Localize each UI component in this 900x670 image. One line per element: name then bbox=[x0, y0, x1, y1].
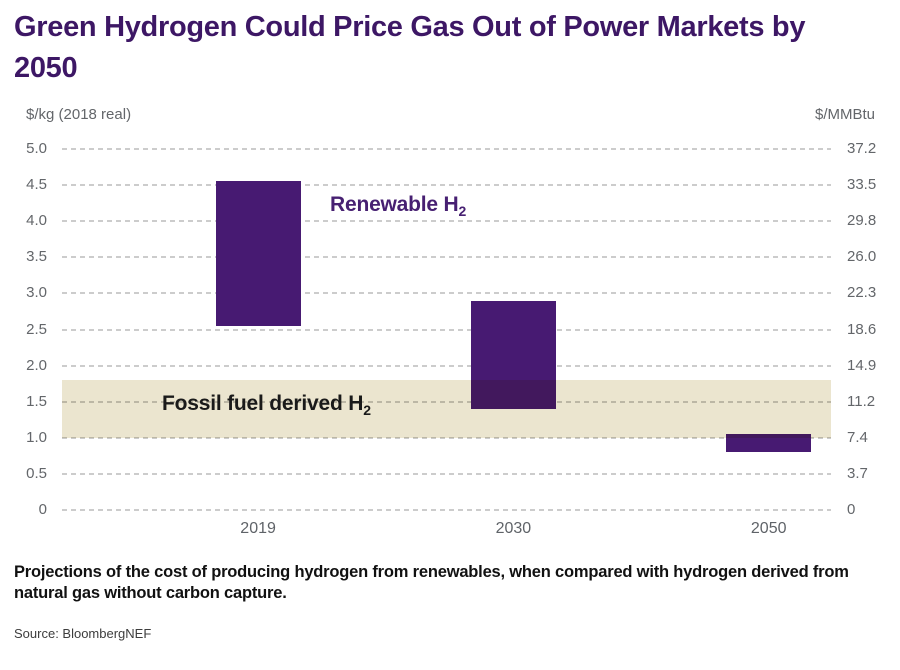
chart-title: Green Hydrogen Could Price Gas Out of Po… bbox=[14, 11, 806, 84]
y-axis-tick-right: 33.5 bbox=[847, 176, 877, 194]
y-axis-tick-left: 5.0 bbox=[26, 140, 47, 157]
annotation-renewable-h2: Renewable H2 bbox=[330, 193, 466, 219]
y-axis-tick-left: 0.5 bbox=[26, 464, 47, 482]
annotation-fossil-text: Fossil fuel derived H bbox=[162, 392, 364, 415]
y-axis-tick-right: 11.2 bbox=[847, 392, 876, 410]
y-axis-tick-left: 2.5 bbox=[26, 320, 47, 338]
left-axis-unit-label: $/kg (2018 real) bbox=[26, 106, 132, 123]
subscript-2: 2 bbox=[458, 203, 467, 220]
y-axis-tick-right: 14.9 bbox=[847, 356, 877, 374]
chart-source: Source: BloombergNEF bbox=[14, 626, 152, 641]
gridline bbox=[62, 328, 831, 331]
y-axis-tick-right: 7.4 bbox=[847, 428, 868, 446]
x-axis-label-2030: 2030 bbox=[495, 520, 532, 537]
gridline bbox=[62, 220, 831, 223]
fossil-fuel-band bbox=[62, 380, 831, 438]
gridline bbox=[62, 292, 831, 295]
y-axis-tick-right: 22.3 bbox=[847, 284, 877, 302]
chart-caption: Projections of the cost of producing hyd… bbox=[14, 563, 849, 602]
y-axis-tick-left: 0 bbox=[38, 501, 47, 518]
y-axis-tick-right: 26.0 bbox=[847, 248, 877, 266]
gridline bbox=[62, 436, 831, 439]
y-axis-tick-right: 29.8 bbox=[847, 212, 877, 230]
annotation-renewable-text: Renewable H bbox=[330, 193, 459, 216]
bar-2050 bbox=[726, 434, 812, 453]
bar-2019 bbox=[215, 181, 301, 326]
y-axis-tick-left: 4.5 bbox=[26, 176, 47, 194]
x-axis-label-2019: 2019 bbox=[240, 520, 276, 537]
y-axis-tick-left: 3.0 bbox=[26, 284, 47, 302]
subscript-2: 2 bbox=[363, 402, 371, 419]
y-axis-tick-left: 4.0 bbox=[26, 212, 47, 230]
gridline bbox=[62, 509, 831, 511]
y-axis-tick-left: 2.0 bbox=[26, 356, 47, 374]
y-axis-tick-right: 0 bbox=[847, 501, 856, 518]
y-axis-tick-right: 18.6 bbox=[847, 320, 877, 338]
x-axis-label-2050: 2050 bbox=[750, 520, 787, 537]
annotation-fossil-h2: Fossil fuel derived H2 bbox=[162, 392, 371, 418]
gridline bbox=[62, 472, 831, 475]
y-axis-tick-left: 3.5 bbox=[26, 248, 47, 266]
gridline bbox=[62, 184, 831, 187]
y-axis-tick-left: 1.0 bbox=[26, 428, 47, 446]
gridline bbox=[62, 364, 831, 367]
gridline bbox=[62, 148, 831, 150]
y-axis-tick-left: 1.5 bbox=[26, 392, 47, 410]
chart-area: $/kg (2018 real) $/MMBtu Renewable H2 Fo… bbox=[0, 100, 900, 545]
gridline bbox=[62, 256, 831, 259]
y-axis-tick-right: 37.2 bbox=[847, 140, 877, 157]
right-axis-unit-label: $/MMBtu bbox=[814, 106, 875, 123]
y-axis-tick-right: 3.7 bbox=[847, 464, 868, 482]
